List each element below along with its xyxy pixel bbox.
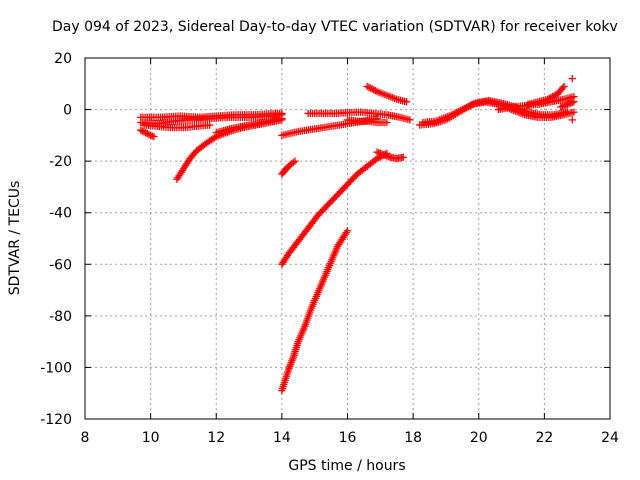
y-tick-label: -20 [49, 154, 72, 170]
series-isolated [568, 74, 576, 124]
data-point [568, 74, 576, 83]
y-tick-label: -120 [40, 412, 72, 428]
x-tick-labels: 8 10 12 14 16 18 20 22 24 [81, 430, 619, 446]
x-tick-label: 20 [470, 430, 488, 446]
y-tick-label: -60 [49, 257, 72, 273]
x-tick-label: 24 [601, 430, 619, 446]
x-tick-label: 8 [81, 430, 90, 446]
x-tick-label: 16 [339, 430, 357, 446]
series-track-i [278, 149, 391, 268]
y-tick-labels: -120 -100 -80 -60 -40 -20 0 20 [40, 51, 72, 428]
x-tick-label: 18 [404, 430, 422, 446]
y-tick-label: 0 [63, 103, 72, 119]
series-track-s [557, 98, 578, 111]
series-track-g [278, 157, 299, 178]
data-point [150, 132, 158, 141]
data-point [406, 116, 414, 124]
data-point [383, 118, 391, 127]
series-track-l [304, 108, 414, 124]
x-tick-label: 22 [535, 430, 553, 446]
x-tick-label: 12 [207, 430, 225, 446]
data-point [206, 121, 214, 129]
series-track-n [343, 116, 391, 127]
data-point [570, 98, 578, 106]
series-track-m [363, 82, 411, 106]
series-track-r [494, 93, 578, 114]
chart-title: Day 094 of 2023, Sidereal Day-to-day VTE… [52, 19, 618, 35]
data-point [402, 98, 411, 106]
data-point [563, 108, 571, 116]
data-point [560, 82, 568, 91]
y-tick-label: -80 [49, 309, 72, 325]
y-axis-label: SDTVAR / TECUs [7, 181, 23, 296]
y-tick-label: -100 [40, 360, 72, 376]
series-track-b [137, 111, 286, 128]
x-tick-label: 14 [273, 430, 291, 446]
y-tick-label: 20 [54, 51, 72, 67]
series-track-j [278, 227, 352, 395]
data-point [570, 108, 578, 116]
series-track-d [140, 121, 214, 132]
axis-ticks [84, 57, 611, 420]
series-track-c [137, 126, 158, 141]
data-point [278, 114, 286, 123]
series-track-k [373, 148, 407, 163]
data-point [399, 153, 407, 161]
series-track-f [212, 114, 286, 137]
y-tick-label: -40 [49, 206, 72, 222]
series-track-p [419, 96, 571, 127]
x-axis-label: GPS time / hours [288, 458, 405, 474]
data-point [568, 116, 576, 124]
data-point [291, 157, 299, 165]
x-tick-label: 10 [142, 430, 160, 446]
data-points [137, 74, 578, 395]
data-point [343, 227, 352, 235]
